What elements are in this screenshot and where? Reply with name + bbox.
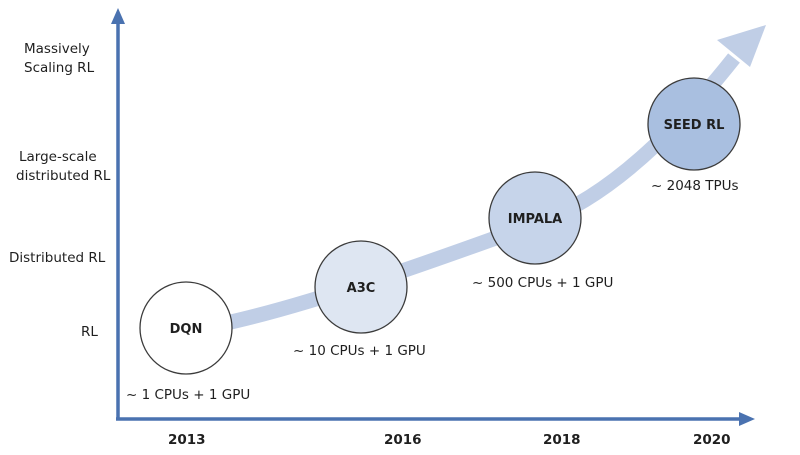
level-label-massively-scaling: Massively Scaling RL xyxy=(24,40,94,78)
resources-a3c: ~ 10 CPUs + 1 GPU xyxy=(293,343,426,359)
resources-dqn: ~ 1 CPUs + 1 GPU xyxy=(126,387,251,403)
year-label-2020: 2020 xyxy=(693,432,731,448)
y-axis-arrowhead xyxy=(111,8,125,24)
resources-seedrl: ~ 2048 TPUs xyxy=(651,178,739,194)
resources-impala: ~ 500 CPUs + 1 GPU xyxy=(472,275,614,291)
milestone-name-impala: IMPALA xyxy=(508,212,563,227)
milestone-circle-seedrl xyxy=(647,77,741,171)
year-label-2018: 2018 xyxy=(543,432,581,448)
milestone-circle-dqn xyxy=(139,281,233,375)
level-label-massively-line2: Scaling RL xyxy=(24,60,95,76)
milestone-circle-impala xyxy=(488,171,582,265)
milestone-name-seedrl: SEED RL xyxy=(664,118,725,133)
x-axis-arrowhead xyxy=(739,412,755,426)
milestone-circle-a3c xyxy=(314,240,408,334)
level-label-large-scale: Large-scale distributed RL xyxy=(16,148,110,186)
trend-arrow-head xyxy=(717,25,766,67)
milestone-name-a3c: A3C xyxy=(347,281,376,296)
year-label-2013: 2013 xyxy=(168,432,206,448)
level-label-massively-line1: Massively xyxy=(24,41,90,57)
level-label-distributed: Distributed RL xyxy=(9,250,106,266)
level-label-large-line1: Large-scale xyxy=(19,149,97,165)
level-label-large-line2: distributed RL xyxy=(16,168,111,184)
milestone-name-dqn: DQN xyxy=(170,322,203,337)
level-label-rl: RL xyxy=(81,324,98,340)
year-label-2016: 2016 xyxy=(384,432,422,448)
